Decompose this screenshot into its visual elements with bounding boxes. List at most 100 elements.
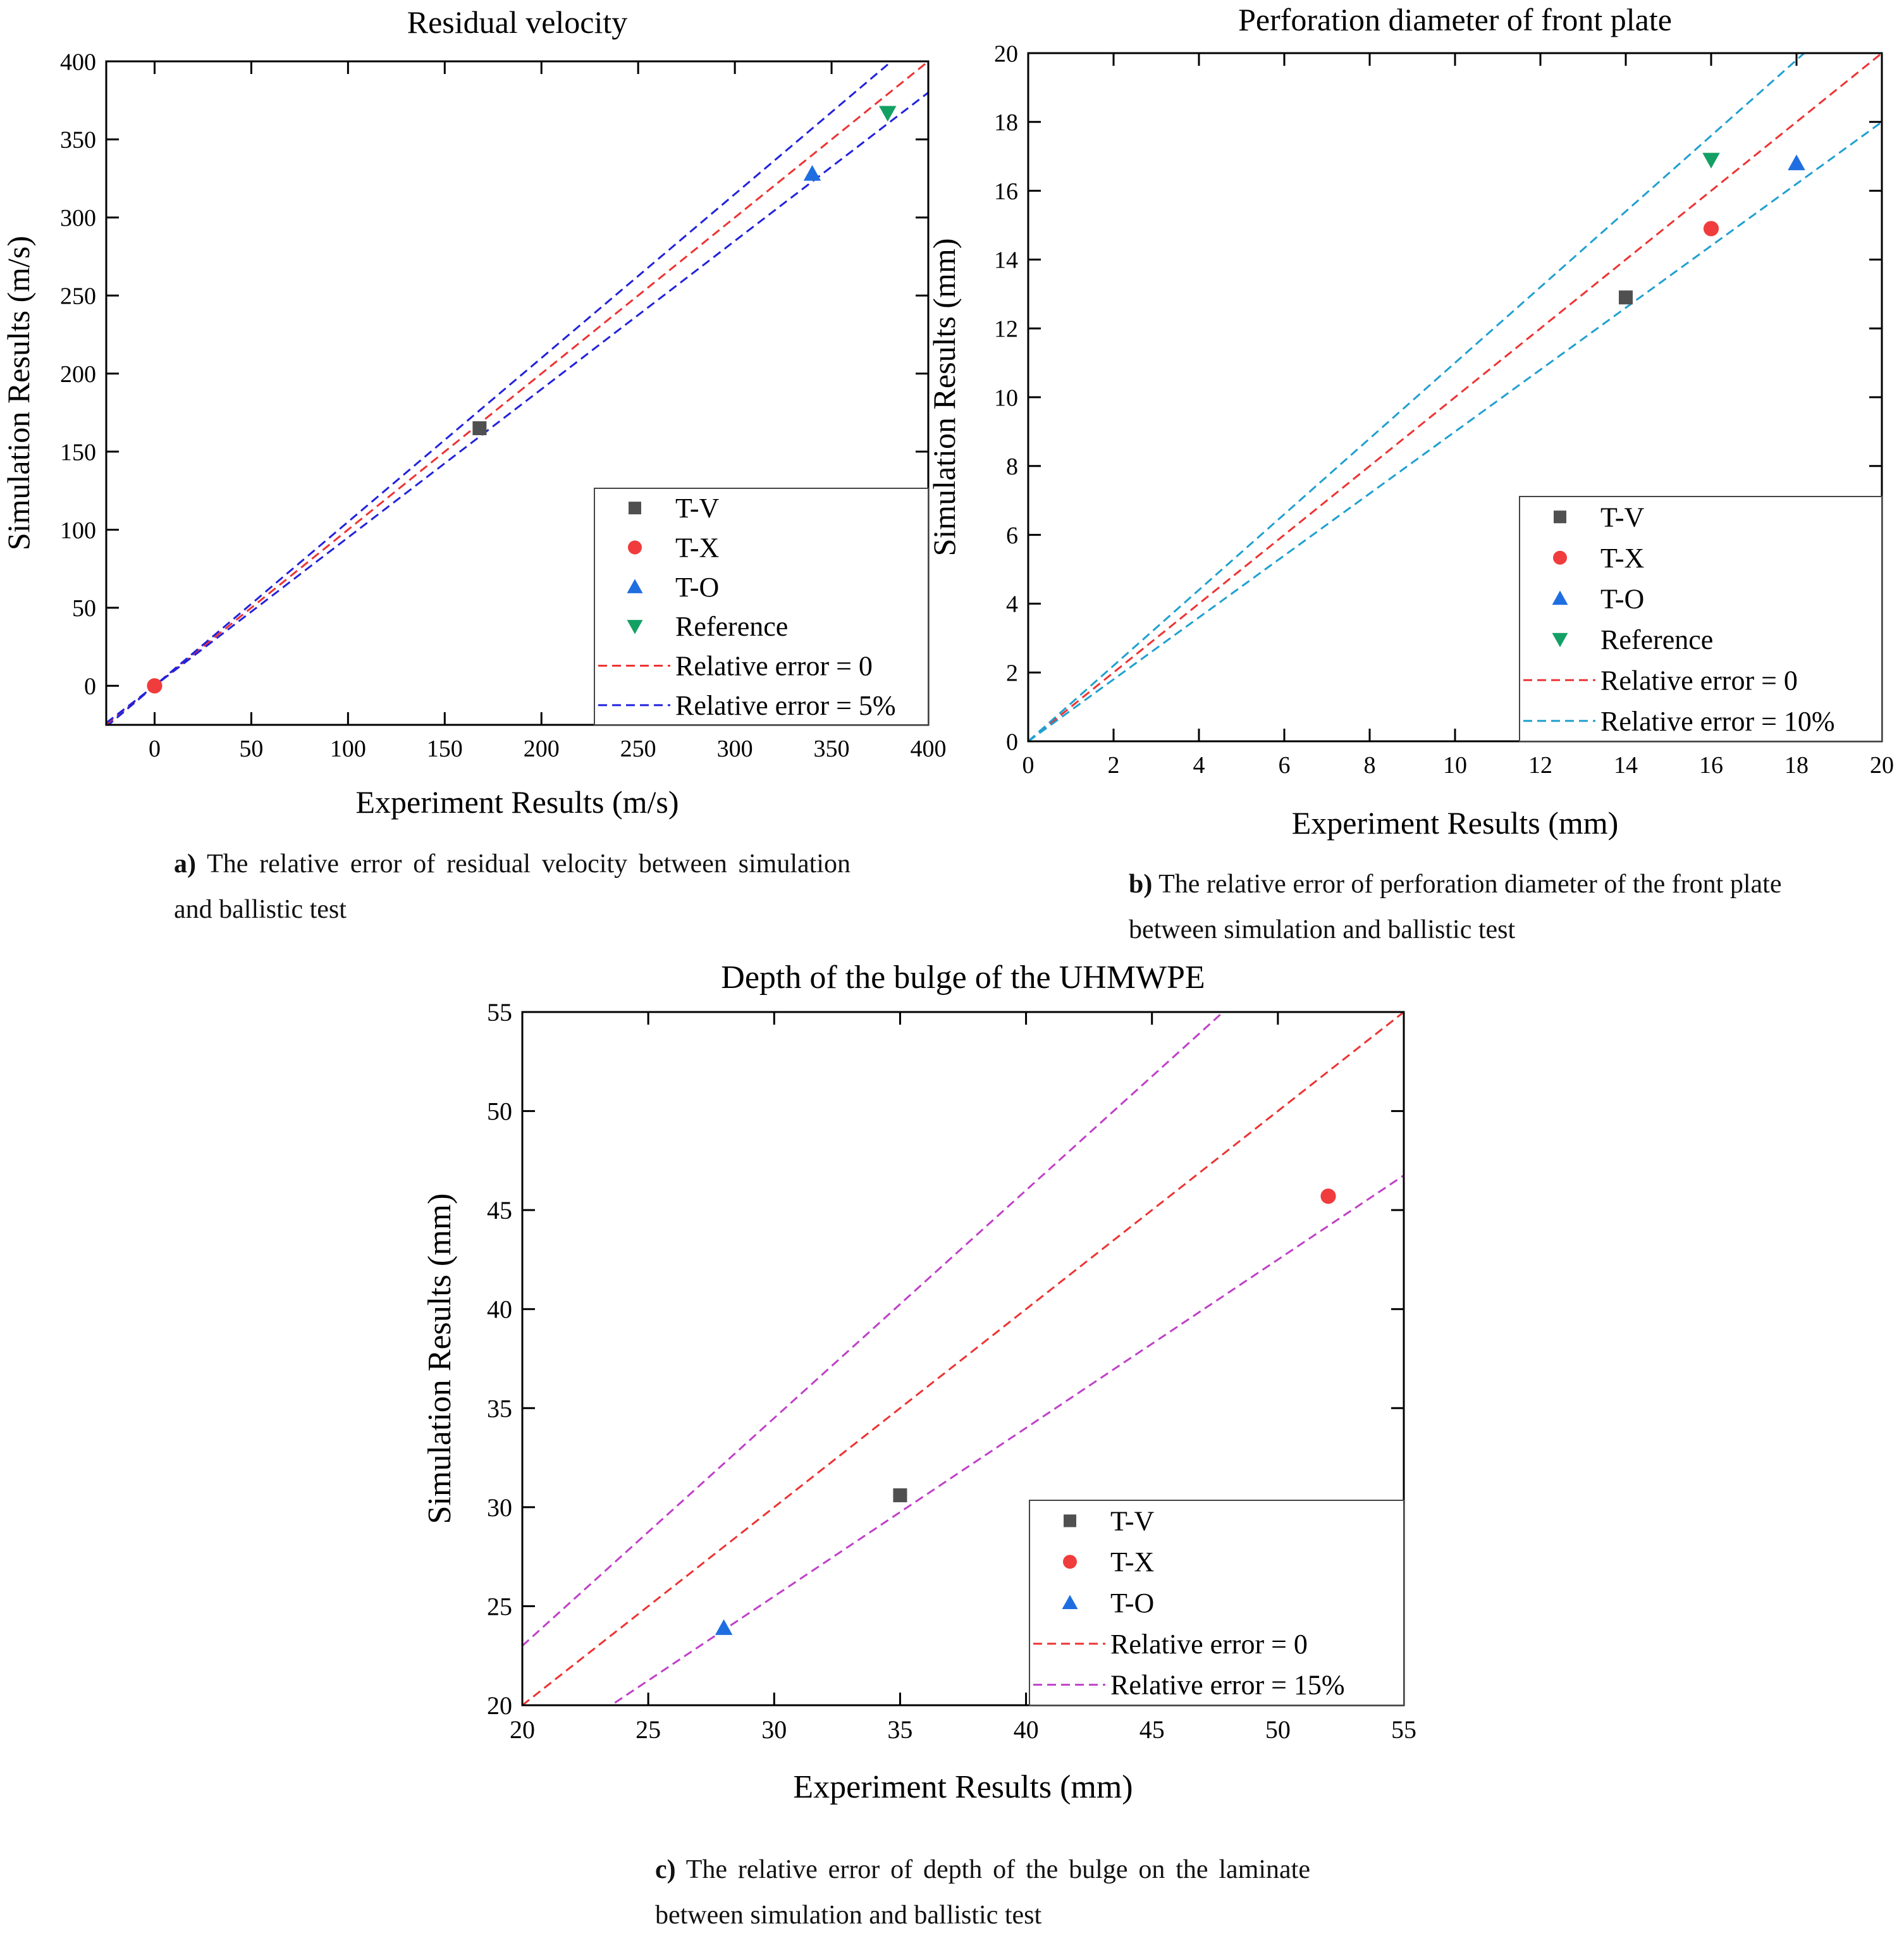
y-tick-label: 4	[1006, 591, 1018, 618]
x-tick-label: 35	[887, 1715, 912, 1744]
legend-label-t-x: T-X	[675, 533, 719, 564]
y-tick-label: 18	[994, 109, 1018, 136]
reference-lines	[1028, 53, 1882, 741]
point-t-x	[147, 678, 163, 694]
x-axis-label: Experiment Results (mm)	[793, 1769, 1133, 1805]
legend-label-t-o: T-O	[1600, 583, 1644, 614]
y-tick-label: 200	[60, 361, 96, 388]
legend-marker-t-x	[1553, 550, 1567, 565]
x-tick-label: 10	[1443, 752, 1467, 779]
x-tick-label: 20	[510, 1715, 535, 1744]
y-axis-label: Simulation Results (mm)	[926, 238, 962, 557]
legend-marker-t-o	[1552, 590, 1568, 605]
x-tick-label: 12	[1528, 752, 1552, 779]
legend-label-relative-error-10: Relative error = 10%	[1600, 706, 1835, 737]
x-tick-label: 100	[330, 736, 366, 762]
x-tick-label: 40	[1014, 1715, 1039, 1744]
x-tick-label: 55	[1391, 1715, 1416, 1744]
caption-a-letter: a)	[174, 849, 196, 879]
y-tick-label: 100	[60, 517, 96, 544]
x-tick-label: 30	[761, 1715, 787, 1744]
y-tick-label: 12	[994, 316, 1018, 343]
y-tick-label: 250	[60, 283, 96, 310]
legend-marker-reference	[627, 620, 643, 634]
x-tick-label: 300	[717, 736, 753, 762]
y-tick-label: 400	[60, 49, 96, 75]
x-tick-label: 150	[427, 736, 463, 762]
x-tick-label: 6	[1279, 752, 1291, 779]
legend-label-relative-error-0: Relative error = 0	[1110, 1629, 1308, 1660]
line-relative-error-5-1	[106, 92, 928, 724]
point-t-o	[1788, 154, 1805, 171]
legend-box	[594, 488, 929, 725]
chart-residual-velocity: 0 50 100 150 200 250 300 350 400 0 50 100 150 200 250 3…	[1, 4, 947, 820]
caption-c-text: The relative error of depth of the bulge…	[655, 1855, 1310, 1930]
reference-lines	[106, 61, 928, 725]
x-tick-label: 8	[1364, 752, 1376, 779]
y-axis-label: Simulation Results (mm)	[422, 1194, 458, 1524]
y-tick-label: 35	[487, 1394, 512, 1423]
legend-label-t-x: T-X	[1110, 1546, 1154, 1577]
x-tick-label: 50	[239, 736, 263, 762]
chart-title: Depth of the bulge of the UHMWPE	[721, 960, 1205, 996]
legend-label-reference: Reference	[675, 611, 788, 642]
caption-a: a) The relative error of residual veloci…	[174, 841, 851, 932]
y-tick-label: 350	[60, 127, 96, 154]
point-t-o	[715, 1619, 733, 1635]
line-relative-error-15-1	[609, 1175, 1404, 1705]
x-tick-label: 400	[911, 736, 947, 762]
x-tick-label: 0	[149, 736, 161, 762]
line-relative-error-0-0	[1028, 53, 1882, 741]
x-axis-label: Experiment Results (mm)	[1292, 805, 1619, 841]
point-t-v	[1619, 290, 1633, 305]
legend-label-t-v: T-V	[675, 493, 719, 524]
legend-label-relative-error-5: Relative error = 5%	[675, 690, 896, 721]
y-tick-label: 2	[1006, 660, 1018, 687]
legend-label-t-v: T-V	[1600, 502, 1644, 533]
point-reference	[879, 106, 897, 122]
legend-marker-t-v	[1554, 510, 1566, 524]
caption-c-letter: c)	[655, 1855, 676, 1884]
legend-label-t-o: T-O	[1110, 1588, 1154, 1619]
legend-label-t-o: T-O	[675, 572, 719, 603]
legend-marker-t-o	[627, 579, 643, 593]
y-axis-label: Simulation Results (m/s)	[1, 236, 36, 550]
legend-label-relative-error-15: Relative error = 15%	[1110, 1670, 1345, 1701]
legend: T-V T-X T-O Reference Relative error = 0 Rela…	[1519, 496, 1883, 742]
y-tick-label: 10	[994, 385, 1018, 411]
legend-marker-reference	[1552, 633, 1568, 648]
x-tick-label: 45	[1139, 1715, 1165, 1744]
x-tick-label: 250	[620, 736, 656, 762]
chart-perforation-diameter: 0 2 4 6 8 10 12 14 16 18 20 0 2 4 6 8 10 12 14 16 18 20 Perfor…	[926, 2, 1894, 841]
line-relative-error-10-1	[1028, 121, 1882, 741]
plot-frame	[521, 1011, 1405, 1707]
y-tick-label: 16	[994, 178, 1018, 205]
legend-label-reference: Reference	[1600, 624, 1713, 655]
legend-marker-t-x	[628, 540, 642, 555]
legend-label-t-v: T-V	[1110, 1505, 1154, 1536]
legend: T-V T-X T-O Relative error = 0 Relative erro…	[1029, 1500, 1404, 1706]
caption-b-text: The relative error of perforation diamet…	[1129, 870, 1782, 944]
point-t-x	[1703, 221, 1719, 237]
line-relative-error-10-0	[1028, 53, 1806, 741]
point-t-v	[472, 421, 487, 436]
y-tick-label: 45	[487, 1196, 512, 1225]
y-tick-label: 55	[487, 998, 512, 1027]
legend-box	[1029, 1500, 1404, 1706]
y-tick-label: 0	[1006, 729, 1018, 755]
y-tick-label: 150	[60, 439, 96, 466]
legend-label-t-x: T-X	[1600, 543, 1644, 574]
line-relative-error-0-0	[522, 1012, 1404, 1705]
x-tick-label: 20	[1870, 752, 1894, 779]
line-relative-error-0-0	[106, 61, 928, 725]
legend-label-relative-error-0: Relative error = 0	[675, 651, 873, 682]
chart-bulge-depth: 20 25 30 35 40 45 50 55 20 25 30 35 40 45 50 55 Depth of…	[422, 960, 1416, 1805]
legend: T-V T-X T-O Reference Relative error = 0 Rela…	[594, 488, 929, 725]
x-tick-label: 14	[1614, 752, 1638, 779]
y-tick-label: 20	[487, 1691, 512, 1720]
y-tick-label: 8	[1006, 454, 1018, 480]
y-tick-label: 25	[487, 1592, 512, 1620]
caption-c: c) The relative error of depth of the bu…	[655, 1847, 1310, 1938]
legend-box	[1519, 496, 1883, 742]
